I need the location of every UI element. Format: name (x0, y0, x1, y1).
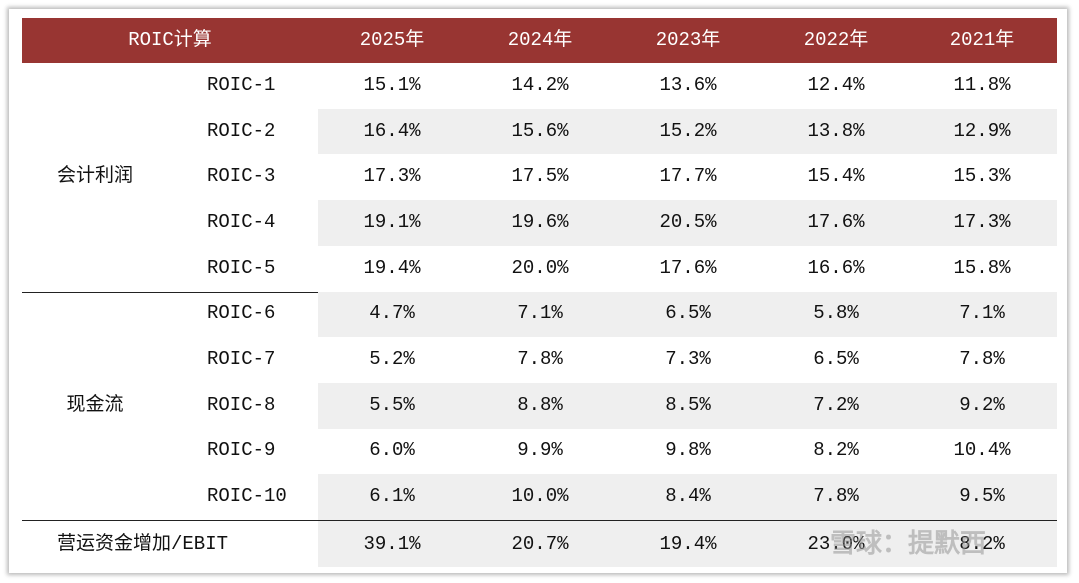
group-label: 现金流 (66, 393, 124, 416)
value-cell: 9.9% (517, 439, 563, 462)
value-cell: 17.3% (363, 165, 421, 188)
value-cell: 16.4% (363, 119, 421, 142)
value-cell: 17.6% (807, 210, 865, 233)
value-cell: 23.0% (807, 532, 865, 555)
row-label: ROIC-6 (207, 302, 276, 325)
value-cell: 7.1% (517, 302, 563, 325)
value-cell: 5.2% (369, 348, 415, 371)
value-cell: 10.0% (511, 485, 569, 508)
value-cell: 20.0% (511, 256, 569, 279)
value-cell: 14.2% (511, 73, 569, 96)
value-cell: 17.3% (953, 210, 1011, 233)
value-cell: 7.3% (665, 348, 711, 371)
value-cell: 20.5% (659, 210, 717, 233)
header-cell: 2022年 (803, 28, 869, 51)
value-cell: 19.4% (659, 532, 717, 555)
value-cell: 9.2% (959, 393, 1005, 416)
value-cell: 7.8% (517, 348, 563, 371)
value-cell: 5.5% (369, 393, 415, 416)
value-cell: 7.8% (959, 348, 1005, 371)
value-cell: 16.6% (807, 256, 865, 279)
header-cell: 2021年 (949, 28, 1015, 51)
value-cell: 13.8% (807, 119, 865, 142)
row-label: ROIC-8 (207, 393, 276, 416)
divider (22, 520, 1057, 521)
group-label: 会计利润 (56, 165, 134, 188)
header-bg (22, 18, 1057, 63)
value-cell: 17.5% (511, 165, 569, 188)
value-cell: 15.6% (511, 119, 569, 142)
value-cell: 17.7% (659, 165, 717, 188)
value-cell: 17.6% (659, 256, 717, 279)
value-cell: 8.5% (665, 393, 711, 416)
value-cell: 15.4% (807, 165, 865, 188)
value-cell: 15.2% (659, 119, 717, 142)
row-label: ROIC-7 (207, 348, 276, 371)
row-stripe (318, 521, 1057, 567)
value-cell: 9.5% (959, 485, 1005, 508)
value-cell: 19.4% (363, 256, 421, 279)
value-cell: 8.2% (813, 439, 859, 462)
value-cell: 8.2% (959, 532, 1005, 555)
value-cell: 10.4% (953, 439, 1011, 462)
value-cell: 11.8% (953, 73, 1011, 96)
value-cell: 7.8% (813, 485, 859, 508)
value-cell: 8.4% (665, 485, 711, 508)
value-cell: 15.1% (363, 73, 421, 96)
value-cell: 5.8% (813, 302, 859, 325)
row-stripe (318, 474, 1057, 520)
value-cell: 8.8% (517, 393, 563, 416)
value-cell: 6.0% (369, 439, 415, 462)
header-cell: 2025年 (359, 28, 425, 51)
watermark: 雪球：提默西 (830, 530, 987, 560)
value-cell: 15.8% (953, 256, 1011, 279)
header-cell: 2023年 (655, 28, 721, 51)
row-stripe (318, 382, 1057, 429)
value-cell: 19.6% (511, 210, 569, 233)
value-cell: 20.7% (511, 532, 569, 555)
value-cell: 6.5% (813, 348, 859, 371)
value-cell: 4.7% (369, 302, 415, 325)
header-cell: 2024年 (507, 28, 573, 51)
row-stripe (318, 291, 1057, 338)
value-cell: 7.2% (813, 393, 859, 416)
value-cell: 7.1% (959, 302, 1005, 325)
row-label: ROIC-5 (207, 256, 276, 279)
row-label: ROIC-4 (207, 210, 276, 233)
value-cell: 15.3% (953, 165, 1011, 188)
row-label: ROIC-2 (207, 119, 276, 142)
value-cell: 9.8% (665, 439, 711, 462)
row-label: ROIC-3 (207, 165, 276, 188)
row-label: ROIC-1 (207, 73, 276, 96)
value-cell: 13.6% (659, 73, 717, 96)
value-cell: 6.5% (665, 302, 711, 325)
row-stripe (318, 200, 1057, 246)
header-cell: ROIC计算 (128, 28, 212, 51)
row-label: ROIC-9 (207, 439, 276, 462)
row-stripe (318, 108, 1057, 155)
value-cell: 12.4% (807, 73, 865, 96)
value-cell: 12.9% (953, 119, 1011, 142)
row-label: ROIC-10 (207, 485, 287, 508)
value-cell: 39.1% (363, 532, 421, 555)
value-cell: 19.1% (363, 210, 421, 233)
row-label: 营运资金增加/EBIT (57, 532, 229, 555)
value-cell: 6.1% (369, 485, 415, 508)
